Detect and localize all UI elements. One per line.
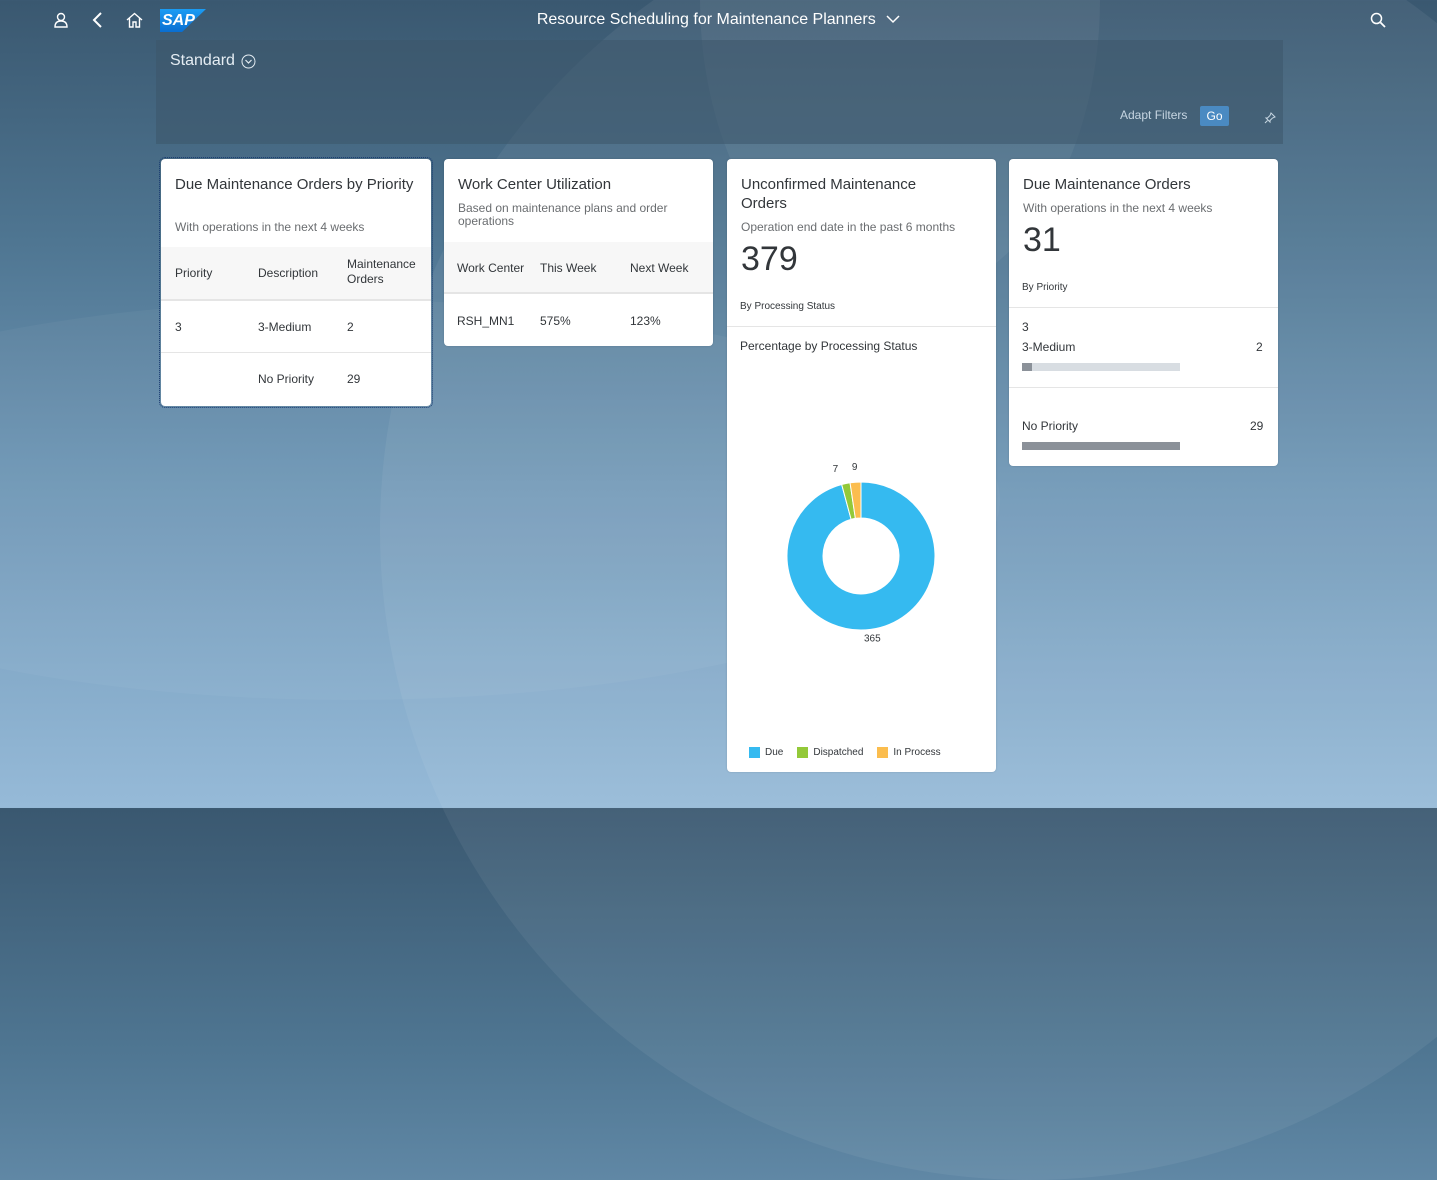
item-description: No Priority [1022, 419, 1079, 433]
cell-next-week: 123% [630, 314, 661, 328]
table-header: Priority Description Maintenance Orders [161, 247, 431, 301]
item-value: 2 [1256, 340, 1263, 354]
card-subtitle: With operations in the next 4 weeks [1023, 201, 1213, 215]
legend-label-due: Due [765, 747, 784, 758]
item-description: 3-Medium [1022, 340, 1076, 354]
chart-title: Percentage by Processing Status [740, 339, 918, 353]
card-work-center-utilization[interactable]: Work Center Utilization Based on mainten… [444, 159, 713, 346]
card-due-orders[interactable]: Due Maintenance Orders With operations i… [1009, 159, 1278, 466]
back-icon[interactable] [89, 11, 107, 29]
chart-legend: Due Dispatched In Process [749, 747, 941, 758]
column-header-description: Description [258, 266, 319, 280]
app-title-menu[interactable]: Resource Scheduling for Maintenance Plan… [0, 11, 1437, 29]
column-header-priority: Priority [175, 266, 213, 280]
card-subtitle: Based on maintenance plans and order ope… [458, 201, 668, 228]
column-header-work-center: Work Center [457, 261, 525, 275]
card-title: Unconfirmed Maintenance Orders [741, 176, 917, 212]
chevron-down-icon [886, 11, 900, 29]
home-icon[interactable] [125, 11, 143, 29]
slice-in-process[interactable] [849, 481, 862, 519]
filter-bar: Standard Adapt Filters Go [156, 40, 1283, 144]
column-header-orders: Maintenance Orders [347, 257, 416, 286]
cell-description: No Priority [258, 372, 315, 386]
data-label-in-process: 9 [852, 462, 858, 473]
kpi-value: 379 [741, 240, 798, 278]
legend-label-in-process: In Process [893, 747, 941, 758]
data-label-due: 365 [864, 633, 881, 644]
legend-swatch-due [749, 747, 760, 758]
card-title: Due Maintenance Orders by Priority [175, 176, 414, 193]
user-icon[interactable] [52, 11, 70, 29]
divider [727, 326, 996, 327]
card-title: Due Maintenance Orders [1023, 176, 1191, 193]
adapt-filters-button[interactable]: Adapt Filters [1120, 108, 1188, 122]
data-label-dispatched: 7 [833, 464, 839, 475]
bar-track [1022, 363, 1180, 371]
bar-fill [1022, 363, 1032, 371]
donut-chart[interactable]: 365 7 9 [727, 449, 996, 649]
shell-bar: SAP Resource Scheduling for Maintenance … [0, 0, 1437, 40]
go-button[interactable]: Go [1200, 106, 1229, 126]
bar-fill [1022, 442, 1180, 450]
group-by-label: By Priority [1022, 282, 1068, 293]
cell-orders: 29 [347, 372, 361, 386]
item-priority: 3 [1022, 320, 1029, 334]
divider [1009, 387, 1278, 388]
slice-due[interactable] [786, 481, 936, 631]
column-header-this-week: This Week [540, 261, 597, 275]
item-value: 29 [1250, 419, 1264, 433]
card-subtitle: Operation end date in the past 6 months [741, 220, 956, 234]
legend-label-dispatched: Dispatched [813, 747, 864, 758]
pin-icon[interactable] [1264, 111, 1276, 129]
group-by-label: By Processing Status [740, 301, 836, 312]
card-subtitle: With operations in the next 4 weeks [175, 220, 365, 234]
cell-description: 3-Medium [258, 320, 312, 334]
legend-swatch-in-process [877, 747, 889, 758]
cell-this-week: 575% [540, 314, 571, 328]
app-title: Resource Scheduling for Maintenance Plan… [536, 11, 876, 29]
divider [1009, 307, 1278, 308]
cell-orders: 2 [347, 320, 354, 334]
variant-dropdown-icon [241, 54, 256, 68]
search-icon[interactable] [1369, 11, 1387, 29]
legend-swatch-dispatched [797, 747, 809, 758]
card-title: Work Center Utilization [458, 176, 612, 193]
table-header: Work Center This Week Next Week [444, 242, 713, 294]
cell-work-center: RSH_MN1 [457, 314, 515, 328]
variant-label: Standard [170, 52, 235, 69]
card-due-orders-by-priority[interactable]: Due Maintenance Orders by Priority With … [159, 157, 433, 408]
column-header-next-week: Next Week [630, 261, 689, 275]
card-unconfirmed-orders[interactable]: Unconfirmed Maintenance Orders Operation… [727, 159, 996, 772]
cell-priority: 3 [175, 320, 182, 334]
row-divider [161, 352, 431, 353]
kpi-value: 31 [1023, 221, 1061, 259]
variant-selector[interactable]: Standard [170, 52, 256, 70]
